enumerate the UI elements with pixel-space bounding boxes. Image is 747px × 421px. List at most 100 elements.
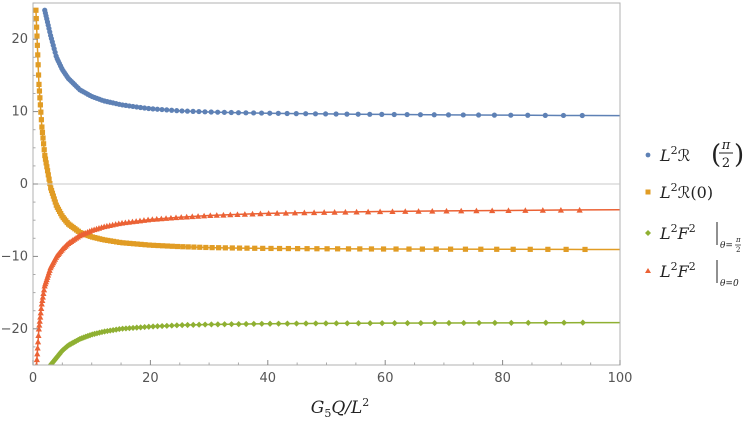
data-point (429, 207, 436, 214)
data-point (333, 320, 340, 327)
legend-paren-open: ( (711, 140, 721, 170)
data-point (345, 246, 352, 252)
legend-frac-num: π (721, 138, 731, 153)
data-point (284, 320, 291, 327)
data-point (282, 209, 289, 216)
data-point (180, 244, 186, 250)
data-point (34, 361, 39, 365)
legend-label-f-pi2: L2F2 (659, 222, 696, 243)
data-point (178, 214, 185, 220)
data-point (202, 321, 209, 328)
data-point (491, 112, 498, 118)
data-point (164, 243, 171, 249)
data-point (153, 215, 160, 222)
x-tick-label: 40 (260, 371, 277, 386)
data-point (508, 112, 514, 118)
data-point (293, 320, 300, 327)
data-point (508, 319, 515, 326)
data-point (445, 112, 452, 118)
series-line (35, 10, 620, 251)
data-point (302, 320, 310, 327)
y-tick-label: 0 (20, 177, 28, 192)
data-point (34, 350, 41, 357)
data-point (35, 332, 42, 338)
x-tick-label: 0 (29, 371, 37, 386)
data-point (141, 323, 148, 331)
data-point (179, 108, 185, 114)
legend-marker-r-0 (645, 189, 651, 195)
data-point (40, 290, 47, 297)
data-point (460, 319, 467, 327)
data-point (404, 111, 410, 118)
data-point (48, 187, 55, 194)
legend-entry-f-pi2: L2F2 θ= π 2 (645, 222, 741, 254)
data-point (312, 111, 319, 117)
data-point (475, 319, 483, 327)
data-point (123, 240, 129, 246)
data-point (276, 245, 283, 252)
legend-label-r-pi2: L2ℛ (659, 144, 691, 165)
data-point (402, 208, 409, 214)
data-point (35, 62, 41, 68)
data-point (203, 244, 209, 251)
data-point (321, 209, 328, 215)
data-point (235, 320, 242, 328)
legend-entry-f-0: L2F2 θ=0 (645, 260, 739, 289)
data-point (391, 320, 398, 327)
data-point (344, 320, 351, 327)
x-axis-label-sup: 2 (362, 396, 369, 409)
data-point (478, 246, 484, 252)
data-point (335, 246, 341, 252)
data-point (563, 246, 569, 252)
legend-marker-r-pi2 (645, 152, 651, 158)
data-point (150, 106, 156, 112)
data-point (291, 209, 299, 216)
x-tick-label: 100 (608, 371, 633, 386)
data-point (119, 325, 126, 332)
data-point (149, 323, 157, 330)
data-point (353, 208, 360, 215)
data-point (169, 243, 175, 249)
data-point (274, 210, 281, 216)
legend-paren-close: ) (734, 140, 744, 170)
data-point (265, 210, 272, 216)
data-point (36, 81, 42, 88)
data-point (168, 322, 175, 329)
data-point (150, 242, 157, 248)
data-point (137, 324, 144, 331)
data-point (344, 111, 350, 117)
data-point (173, 322, 180, 329)
data-point (51, 196, 57, 202)
data-point (189, 213, 196, 220)
data-point (447, 246, 454, 252)
data-point (39, 293, 46, 300)
data-point (43, 160, 49, 166)
data-point (229, 245, 235, 251)
data-point (46, 176, 52, 182)
data-point (52, 199, 58, 205)
data-point (235, 110, 242, 116)
data-point (494, 246, 500, 252)
data-point (234, 211, 241, 218)
data-point (185, 244, 191, 250)
data-point (134, 241, 140, 247)
data-point (117, 239, 123, 246)
data-point (36, 88, 43, 94)
legend-entry-r-pi2: L2ℛ ( π 2 ) (645, 138, 744, 171)
data-point (393, 246, 399, 252)
data-point (107, 327, 114, 334)
data-point (266, 320, 274, 327)
y-tick-label: 20 (11, 32, 28, 47)
data-point (45, 172, 51, 178)
data-point (102, 237, 108, 243)
data-point (113, 239, 120, 245)
data-point (208, 321, 215, 328)
data-point (110, 238, 117, 244)
data-point (576, 206, 583, 213)
data-point (40, 141, 47, 147)
data-point (129, 324, 137, 332)
data-point (96, 329, 103, 336)
data-point (159, 106, 165, 113)
data-point (579, 112, 585, 119)
data-point (368, 246, 375, 252)
